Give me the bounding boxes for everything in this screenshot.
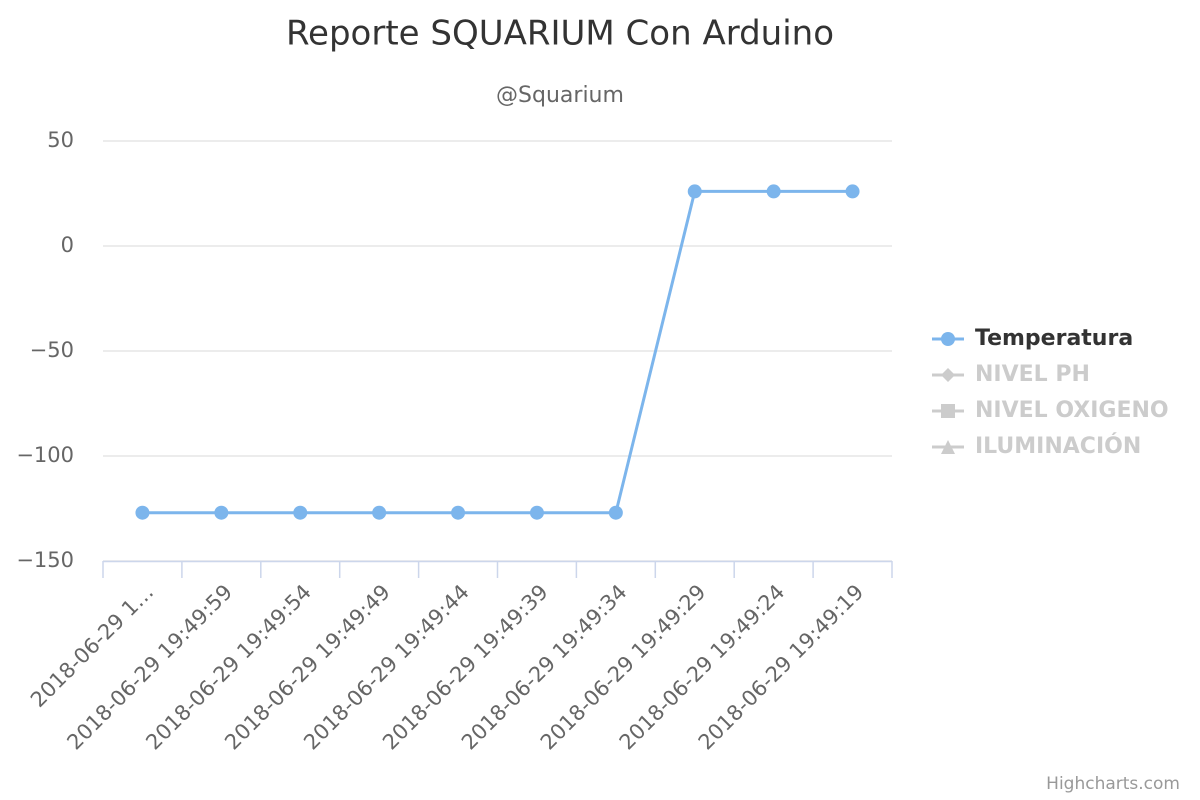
point (293, 505, 308, 520)
point (372, 505, 387, 520)
chart-title: Reporte SQUARIUM Con Arduino (286, 14, 834, 54)
point (687, 184, 702, 199)
point (135, 505, 150, 520)
legend-symbol (941, 332, 955, 346)
legend-item[interactable]: NIVEL OXIGENO (975, 398, 1169, 423)
series-line (142, 189, 853, 515)
legend-symbol (941, 440, 955, 454)
y-tick-label: 0 (61, 233, 74, 257)
y-tick-label: −150 (16, 548, 74, 572)
chart-subtitle: @Squarium (496, 83, 624, 108)
legend-item[interactable]: ILUMINACIÓN (975, 433, 1141, 459)
legend-item[interactable]: NIVEL PH (975, 362, 1090, 387)
point (766, 184, 781, 199)
point (529, 505, 544, 520)
y-tick-label: −50 (30, 338, 74, 362)
legend-item[interactable]: Temperatura (975, 326, 1133, 351)
legend-symbol (941, 368, 955, 382)
point (845, 184, 860, 199)
y-tick-label: 50 (47, 128, 74, 152)
point (214, 505, 229, 520)
legend-symbol (941, 404, 955, 418)
credits[interactable]: Highcharts.com (1046, 774, 1180, 794)
y-tick-label: −100 (16, 443, 74, 467)
x-tick-label: 2018-06-29 19:49:19 (694, 580, 869, 755)
point (451, 505, 466, 520)
point (608, 505, 623, 520)
